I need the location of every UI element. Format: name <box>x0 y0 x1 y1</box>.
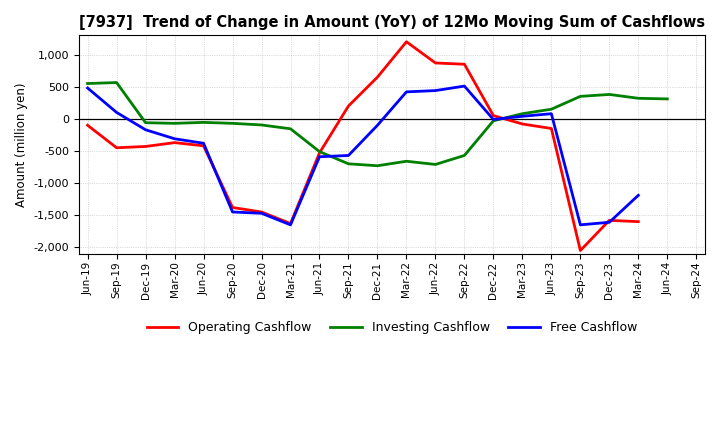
Free Cashflow <box>547 111 556 116</box>
Operating Cashflow <box>518 121 527 127</box>
Operating Cashflow <box>373 74 382 80</box>
Operating Cashflow <box>199 143 208 148</box>
Investing Cashflow <box>431 162 440 167</box>
Legend: Operating Cashflow, Investing Cashflow, Free Cashflow: Operating Cashflow, Investing Cashflow, … <box>142 316 642 339</box>
Investing Cashflow <box>547 106 556 112</box>
Operating Cashflow <box>402 39 411 44</box>
Free Cashflow <box>576 222 585 227</box>
Operating Cashflow <box>170 140 179 145</box>
Free Cashflow <box>286 222 294 227</box>
Operating Cashflow <box>547 126 556 131</box>
Free Cashflow <box>112 110 121 115</box>
Investing Cashflow <box>84 81 92 86</box>
Investing Cashflow <box>634 95 643 101</box>
Free Cashflow <box>431 88 440 93</box>
Investing Cashflow <box>460 153 469 158</box>
Line: Free Cashflow: Free Cashflow <box>88 86 639 225</box>
Free Cashflow <box>170 136 179 141</box>
Free Cashflow <box>634 193 643 198</box>
Operating Cashflow <box>141 144 150 149</box>
Free Cashflow <box>344 153 353 158</box>
Investing Cashflow <box>373 163 382 169</box>
Investing Cashflow <box>489 118 498 123</box>
Free Cashflow <box>228 209 237 215</box>
Investing Cashflow <box>199 120 208 125</box>
Investing Cashflow <box>605 92 613 97</box>
Free Cashflow <box>257 211 266 216</box>
Operating Cashflow <box>634 219 643 224</box>
Investing Cashflow <box>141 120 150 125</box>
Investing Cashflow <box>228 121 237 126</box>
Investing Cashflow <box>315 149 324 154</box>
Investing Cashflow <box>112 80 121 85</box>
Investing Cashflow <box>663 96 672 102</box>
Operating Cashflow <box>286 221 294 226</box>
Operating Cashflow <box>460 62 469 67</box>
Line: Investing Cashflow: Investing Cashflow <box>88 83 667 166</box>
Free Cashflow <box>402 89 411 95</box>
Operating Cashflow <box>431 60 440 66</box>
Investing Cashflow <box>286 126 294 132</box>
Free Cashflow <box>518 114 527 119</box>
Investing Cashflow <box>257 122 266 128</box>
Title: [7937]  Trend of Change in Amount (YoY) of 12Mo Moving Sum of Cashflows: [7937] Trend of Change in Amount (YoY) o… <box>79 15 705 30</box>
Operating Cashflow <box>84 123 92 128</box>
Free Cashflow <box>141 127 150 132</box>
Investing Cashflow <box>518 111 527 116</box>
Investing Cashflow <box>170 121 179 126</box>
Investing Cashflow <box>576 94 585 99</box>
Free Cashflow <box>373 123 382 128</box>
Free Cashflow <box>199 141 208 146</box>
Operating Cashflow <box>576 248 585 253</box>
Operating Cashflow <box>228 205 237 210</box>
Free Cashflow <box>489 117 498 122</box>
Free Cashflow <box>315 154 324 159</box>
Operating Cashflow <box>112 145 121 150</box>
Free Cashflow <box>605 220 613 225</box>
Investing Cashflow <box>402 158 411 164</box>
Line: Operating Cashflow: Operating Cashflow <box>88 42 639 250</box>
Y-axis label: Amount (million yen): Amount (million yen) <box>15 82 28 207</box>
Investing Cashflow <box>344 161 353 166</box>
Free Cashflow <box>460 84 469 89</box>
Operating Cashflow <box>315 150 324 155</box>
Operating Cashflow <box>344 103 353 109</box>
Operating Cashflow <box>257 209 266 215</box>
Free Cashflow <box>84 85 92 91</box>
Operating Cashflow <box>489 113 498 118</box>
Operating Cashflow <box>605 218 613 223</box>
